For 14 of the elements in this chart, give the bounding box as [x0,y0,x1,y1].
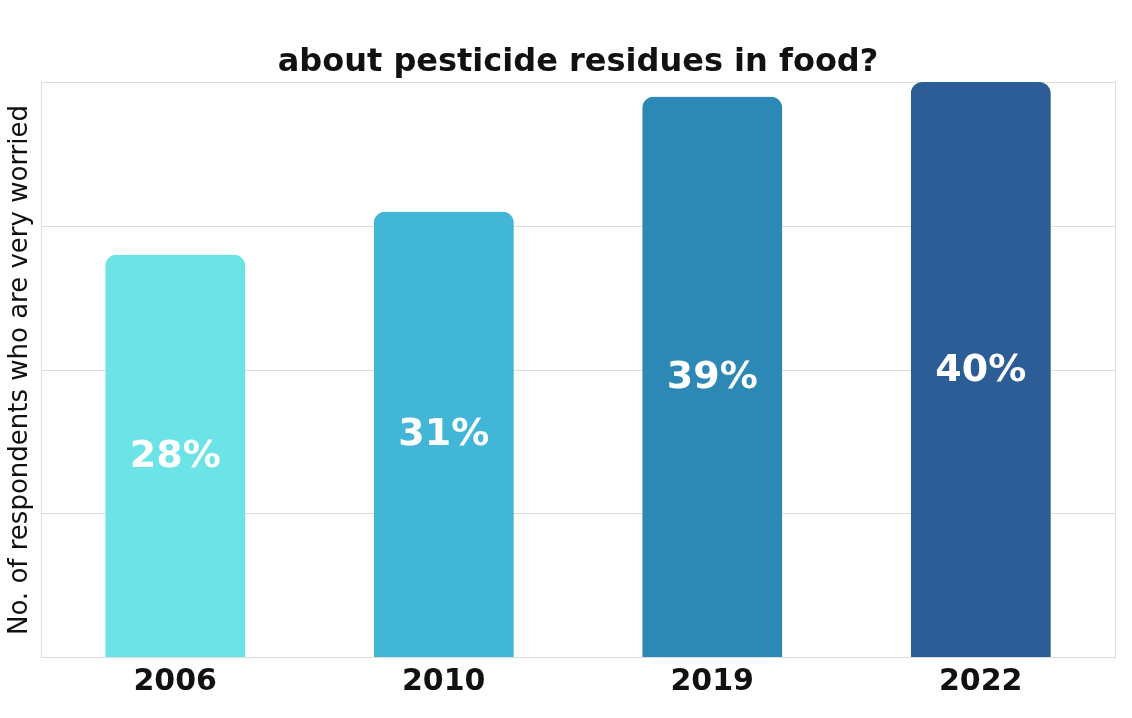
data-label: 39% [666,352,758,397]
y-axis-title: No. of respondents who are very worried [2,104,33,636]
chart-title: about pesticide residues in food? [277,41,879,79]
data-label: 28% [129,431,221,476]
data-label: 40% [935,345,1027,390]
x-tick-label: 2010 [402,661,486,697]
data-label: 31% [398,410,490,455]
x-tick-label: 2019 [670,661,754,697]
bar [373,211,514,657]
x-tick-label: 2006 [133,661,217,697]
bar [642,96,783,657]
bar [910,82,1051,657]
x-tick-label: 2022 [939,661,1023,697]
bar [105,254,246,657]
